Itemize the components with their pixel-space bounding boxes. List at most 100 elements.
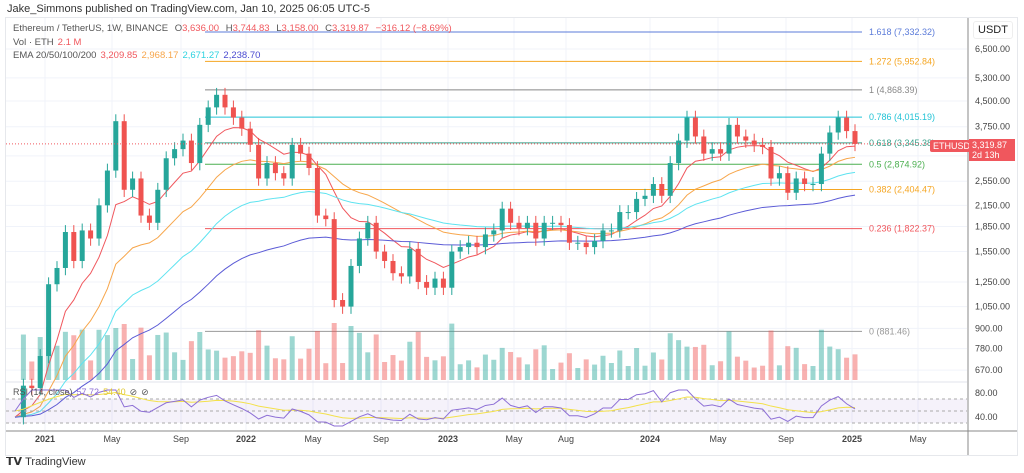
- volume-bar: [558, 362, 564, 380]
- candle-body: [751, 140, 757, 145]
- volume-bar: [852, 354, 858, 380]
- candle-body: [684, 117, 690, 141]
- candle-body: [499, 208, 505, 231]
- volume-bar: [356, 332, 362, 380]
- candle-body: [398, 273, 404, 277]
- fib-label: 1.618 (7,332.32): [869, 27, 935, 37]
- candle-body: [365, 222, 371, 239]
- volume-bar: [743, 360, 749, 380]
- change-value: −316.12 (−8.69%): [375, 23, 452, 34]
- rsi-line: [14, 389, 856, 427]
- volume-bar: [818, 329, 824, 380]
- candle-body: [617, 212, 623, 231]
- volume-bar: [625, 366, 631, 380]
- candle-body: [768, 146, 774, 179]
- volume-bar: [281, 359, 287, 380]
- candle-body: [701, 136, 707, 154]
- candle-body: [785, 173, 791, 193]
- high-value: 3,744.83: [232, 23, 270, 34]
- volume-bar: [650, 352, 656, 380]
- candle-body: [718, 149, 724, 154]
- candle-body: [20, 385, 26, 418]
- price-tick: 3,750.00: [975, 122, 1010, 132]
- candle-body: [726, 124, 732, 154]
- candle-body: [272, 163, 278, 174]
- rsi-value: 57.72: [76, 387, 100, 397]
- volume-bar: [188, 341, 194, 380]
- candle-body: [734, 124, 740, 137]
- candle-body: [835, 117, 841, 133]
- volume-bar: [810, 366, 816, 380]
- time-tick: Sep: [173, 434, 189, 444]
- hide-icon[interactable]: ⊘: [141, 387, 149, 397]
- candle-body: [104, 170, 110, 206]
- candle-body: [642, 195, 648, 199]
- legend-volume-row: Vol · ETH 2.1 M: [13, 37, 85, 48]
- rsi-label[interactable]: RSI (14, close): [13, 387, 73, 397]
- volume-bar: [566, 353, 572, 380]
- volume-bar: [239, 351, 245, 380]
- fib-label: 0 (881.46): [869, 326, 910, 336]
- volume-bar: [709, 365, 715, 380]
- ema200-line: [14, 194, 856, 418]
- symbol-title[interactable]: Ethereum / TetherUS, 1W, BINANCE: [13, 23, 169, 34]
- price-tick: 900.00: [975, 323, 1003, 333]
- candle-body: [155, 189, 161, 223]
- volume-bar: [390, 355, 396, 380]
- volume-bar: [491, 359, 497, 380]
- rsi-ma-value: 54.40: [103, 387, 126, 397]
- candle-body: [818, 153, 824, 185]
- candle-body: [760, 144, 766, 147]
- candle-body: [508, 208, 514, 223]
- candle-body: [281, 173, 287, 179]
- candle-body: [37, 356, 43, 389]
- ema-label[interactable]: EMA 20/50/100/200: [13, 50, 97, 61]
- volume-bar: [676, 340, 682, 380]
- rsi-legend: RSI (14, close) 57.72 54.40 ⊘ ⊘: [13, 387, 153, 398]
- volume-bar: [130, 358, 136, 380]
- hide-icon[interactable]: ⊘: [129, 387, 138, 397]
- volume-bar: [617, 350, 623, 380]
- volume-bar: [575, 368, 581, 380]
- candle-body: [323, 215, 329, 220]
- volume-bar: [247, 352, 253, 380]
- candle-body: [802, 178, 808, 185]
- volume-bar: [516, 357, 522, 380]
- volume-bar: [407, 341, 413, 380]
- volume-bar: [104, 335, 110, 380]
- volume-bar: [289, 336, 295, 380]
- candle-body: [247, 128, 253, 145]
- candle-body: [29, 385, 35, 389]
- tradingview-logo[interactable]: 𝗧𝗩 TradingView: [6, 455, 86, 468]
- volume-bar: [230, 356, 236, 380]
- candle-body: [827, 132, 833, 154]
- time-tick: 2025: [842, 434, 862, 444]
- time-tick: May: [103, 434, 121, 444]
- candle-body: [541, 222, 547, 239]
- price-tick: 1,050.00: [975, 302, 1010, 312]
- volume-bar: [306, 348, 312, 380]
- candle-body: [449, 251, 455, 288]
- candle-body: [54, 267, 60, 285]
- volume-bar: [776, 365, 782, 380]
- volume-bar: [684, 346, 690, 380]
- candle-body: [121, 121, 127, 190]
- volume-bar: [482, 354, 488, 380]
- fib-label: 0.618 (3,345.38): [869, 138, 935, 148]
- volume-bar: [457, 364, 463, 380]
- volume-bar: [398, 360, 404, 380]
- time-tick: May: [505, 434, 523, 444]
- candle-body: [709, 149, 715, 154]
- time-tick: 2024: [640, 434, 660, 444]
- fib-label: 0.5 (2,874.92): [869, 159, 925, 169]
- candle-body: [239, 117, 245, 129]
- volume-bar: [222, 357, 228, 380]
- candle-body: [583, 242, 589, 248]
- legend-ema-row: EMA 20/50/100/200 3,209.85 2,968.17 2,671.2…: [13, 50, 264, 61]
- volume-label[interactable]: Vol · ETH: [13, 37, 54, 48]
- volume-bar: [785, 346, 791, 380]
- currency-unit[interactable]: USDT: [973, 21, 1013, 39]
- candle-body: [256, 144, 262, 179]
- volume-bar: [541, 345, 547, 380]
